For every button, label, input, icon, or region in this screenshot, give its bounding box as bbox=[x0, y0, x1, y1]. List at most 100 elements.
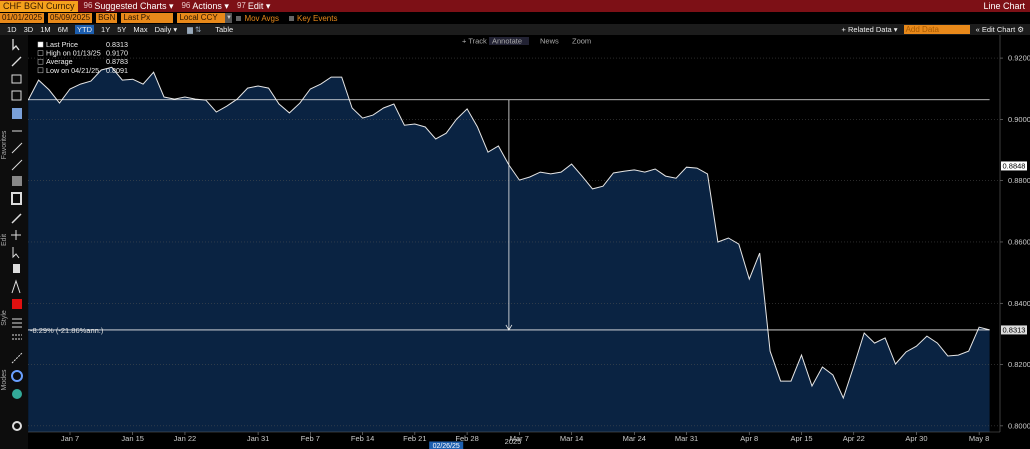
dash-icon[interactable] bbox=[12, 334, 22, 340]
x-tick-label: Feb 21 bbox=[403, 434, 426, 443]
stat-icon bbox=[37, 41, 44, 48]
x-tick-label: Jan 7 bbox=[61, 434, 79, 443]
mode-icon[interactable] bbox=[11, 352, 23, 364]
y-tick-label: 0.8000 bbox=[1008, 421, 1030, 430]
menu[interactable]: Suggested Charts ▾ bbox=[94, 0, 174, 11]
ticker[interactable]: CHF BGN Curncy bbox=[0, 0, 78, 12]
tool-icon[interactable] bbox=[11, 90, 22, 101]
line-icon[interactable] bbox=[11, 56, 22, 67]
trend-icon[interactable] bbox=[11, 159, 23, 171]
menus: 96 Suggested Charts ▾ 96 Actions ▾ 97 Edit ▾ bbox=[84, 1, 279, 12]
stat-label: Low on 04/21/25 bbox=[46, 66, 99, 75]
periods: 1D 3D 1M 6M YTD 1Y 5Y Max bbox=[0, 25, 148, 34]
menu-key: 97 bbox=[236, 0, 246, 10]
y-tick-label: 0.9200 bbox=[1008, 54, 1030, 63]
x-tick-label: Feb 28 bbox=[455, 434, 478, 443]
menu[interactable]: Actions ▾ bbox=[192, 0, 229, 11]
section-label: Favorites bbox=[1, 130, 8, 159]
tool-icon[interactable] bbox=[11, 74, 22, 84]
x-tick-label: May 8 bbox=[969, 434, 989, 443]
trend-icon[interactable] bbox=[11, 142, 23, 154]
menu[interactable]: Edit ▾ bbox=[247, 0, 271, 11]
section-label: Edit bbox=[1, 234, 8, 246]
currency[interactable]: Local CCY bbox=[177, 13, 226, 23]
r-icon[interactable] bbox=[11, 192, 22, 205]
stat-icon bbox=[37, 58, 44, 65]
x-tick-label: Mar 24 bbox=[623, 434, 646, 443]
trash-icon[interactable] bbox=[13, 264, 20, 273]
settings-icon[interactable] bbox=[12, 421, 22, 431]
period[interactable]: 1M bbox=[40, 25, 51, 34]
related-data[interactable]: + Related Data ▾ bbox=[841, 25, 898, 34]
chart-icons[interactable]: ▆ ⇅ bbox=[187, 25, 202, 34]
change-label: -8.29% (-21.86%ann.) bbox=[30, 326, 104, 335]
side-toolbar: Favorites Edit Style Modes bbox=[0, 35, 28, 449]
palette-icon[interactable] bbox=[12, 389, 22, 399]
last-price-tag bbox=[1001, 325, 1027, 335]
add-data[interactable]: Add Data bbox=[903, 25, 970, 34]
y-tick-label: 0.8800 bbox=[1008, 176, 1030, 185]
control-bar: 1D 3D 1M 6M YTD 1Y 5Y Max Daily ▾ ▆ ⇅ Table + R… bbox=[0, 24, 1030, 35]
stat-icon bbox=[37, 67, 44, 74]
chart-tool[interactable]: + Track bbox=[462, 37, 487, 46]
x-tick-label: Feb 7 bbox=[301, 434, 320, 443]
menu-key: 96 bbox=[83, 0, 93, 10]
x-tick-label: Jan 22 bbox=[174, 434, 197, 443]
section-label: Style bbox=[1, 310, 8, 326]
period[interactable]: 6M bbox=[57, 25, 69, 34]
pen-icon[interactable] bbox=[11, 213, 22, 224]
option[interactable]: Mov Avgs bbox=[236, 14, 279, 23]
chart-tool[interactable]: News bbox=[540, 37, 559, 46]
period[interactable]: 3D bbox=[23, 25, 34, 34]
options: Mov Avgs Key Events bbox=[236, 14, 347, 23]
period[interactable]: YTD bbox=[75, 25, 95, 34]
color-icon[interactable] bbox=[12, 299, 22, 309]
line-style-icon[interactable] bbox=[12, 318, 22, 328]
stat-value: 0.9170 bbox=[106, 49, 128, 58]
menu-key: 96 bbox=[181, 0, 191, 10]
option[interactable]: Key Events bbox=[289, 14, 337, 23]
year-label: 2025 bbox=[505, 437, 522, 446]
channel-icon[interactable] bbox=[12, 176, 22, 186]
dropdown[interactable]: ▼ bbox=[225, 13, 233, 23]
period[interactable]: 1Y bbox=[101, 25, 111, 34]
cursor-label: 02/26/25 bbox=[433, 443, 460, 449]
pointer-icon[interactable] bbox=[12, 39, 20, 51]
chart-tool[interactable]: Annotate bbox=[492, 37, 522, 46]
tool-icon[interactable] bbox=[12, 108, 22, 119]
select-icon[interactable] bbox=[12, 247, 20, 259]
chart-tool[interactable]: Zoom bbox=[572, 37, 591, 46]
period[interactable]: 1D bbox=[7, 25, 17, 34]
y-tick-label: 0.8400 bbox=[1008, 299, 1030, 308]
title-bar: CHF BGN Curncy 96 Suggested Charts ▾ 96 Act… bbox=[0, 0, 1030, 12]
edit-chart[interactable]: « Edit Chart ⚙ bbox=[975, 25, 1024, 34]
field[interactable]: Last Px bbox=[121, 13, 174, 23]
x-tick-label: Jan 15 bbox=[121, 434, 144, 443]
end-date[interactable]: 05/09/2025 bbox=[48, 13, 93, 23]
stat-icon bbox=[37, 50, 44, 56]
x-tick-label: Mar 14 bbox=[560, 434, 583, 443]
magnet-icon[interactable] bbox=[11, 370, 23, 382]
view-name: Line Chart bbox=[983, 1, 1025, 11]
start-date[interactable]: 01/01/2025 bbox=[0, 13, 45, 23]
frequency[interactable]: Daily ▾ bbox=[154, 25, 178, 34]
period[interactable]: Max bbox=[133, 25, 148, 34]
table-button[interactable]: Table bbox=[215, 25, 234, 34]
stat-value: 0.8313 bbox=[106, 40, 128, 49]
text-icon[interactable] bbox=[11, 279, 21, 294]
arrow-head bbox=[505, 324, 513, 331]
price-tag bbox=[1001, 161, 1027, 171]
source[interactable]: BGN bbox=[96, 13, 118, 23]
stat-value: 0.8783 bbox=[106, 57, 128, 66]
move-icon[interactable] bbox=[11, 230, 21, 240]
x-tick-label: Feb 14 bbox=[351, 434, 374, 443]
price-tag-label: 0.8848 bbox=[1003, 161, 1026, 170]
input-bar: 01/01/2025 05/09/2025 BGN Last Px Local … bbox=[0, 12, 1030, 24]
period[interactable]: 5Y bbox=[117, 25, 127, 34]
x-tick-label: Jan 31 bbox=[247, 434, 270, 443]
tool-icons bbox=[11, 39, 23, 431]
y-tick-label: 0.9000 bbox=[1008, 115, 1030, 124]
x-tick-label: Apr 22 bbox=[843, 434, 865, 443]
y-tick-label: 0.8600 bbox=[1008, 237, 1030, 246]
